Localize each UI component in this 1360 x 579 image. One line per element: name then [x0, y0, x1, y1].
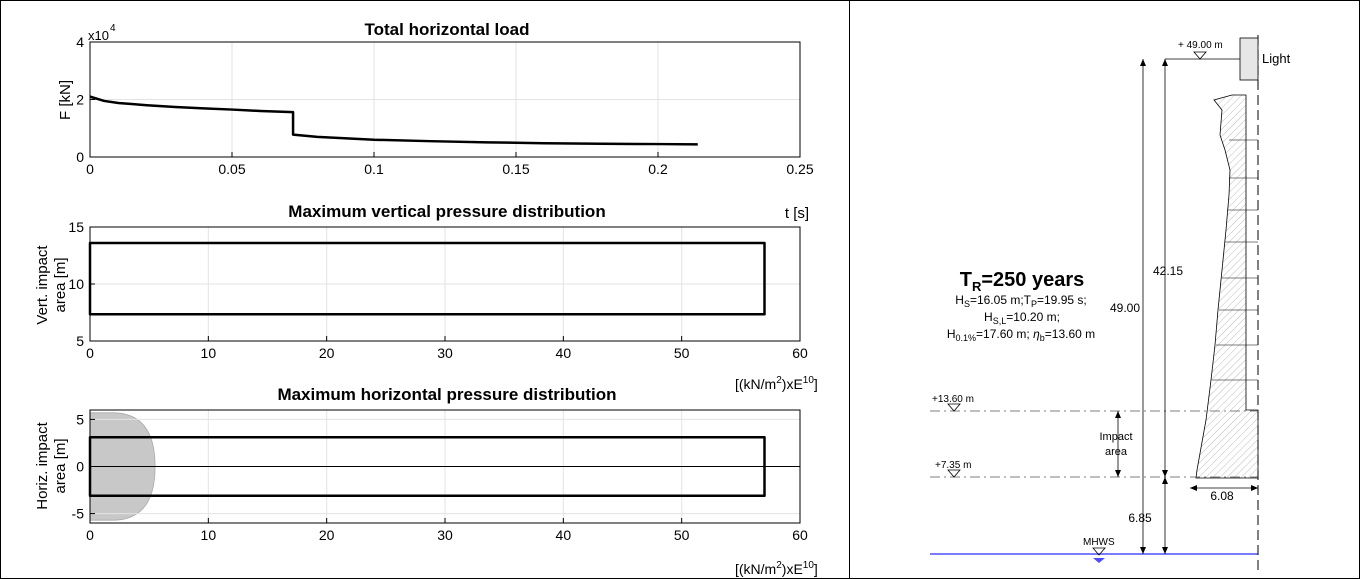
- param-line-h01-eta: H0.1%=17.60 m; ηb=13.60 m: [947, 327, 1095, 343]
- plot2-title: Maximum vertical pressure distribution: [288, 202, 605, 221]
- param-line-hsl: HS,L=10.20 m;: [984, 310, 1060, 326]
- lantern-box: [1239, 37, 1259, 81]
- lighthouse-section-diagram: MHWS Light + 49.00 m +13.60 m +7.35 m: [930, 35, 1291, 570]
- mhws-marker-icon: [1092, 547, 1106, 556]
- lighthouse-label: Light: [1262, 51, 1291, 66]
- tick-label-x: 0: [86, 527, 94, 543]
- mhws-label: MHWS: [1083, 537, 1115, 548]
- plot1-title: Total horizontal load: [365, 20, 530, 39]
- plot1-exponent-base: x10: [88, 28, 109, 43]
- dimension-arrows: [1115, 59, 1258, 554]
- tick-label-y: 10: [68, 276, 84, 292]
- tick-label-x: 60: [792, 345, 808, 361]
- dim-total-label: 49.00: [1110, 301, 1140, 315]
- tick-label-y: -5: [72, 506, 85, 522]
- plot3-ylabel-line2: area [m]: [52, 438, 69, 493]
- top-level-marker-icon: [1193, 51, 1207, 60]
- upper-level-marker-icon: [947, 403, 961, 412]
- tick-label-y: 5: [76, 411, 84, 427]
- tick-label-x: 0.15: [502, 161, 529, 177]
- tick-label-x: 40: [556, 527, 572, 543]
- tick-label-x: 0.1: [364, 161, 384, 177]
- tick-label-x: 10: [201, 345, 217, 361]
- plot1-exponent-power: 4: [110, 23, 116, 34]
- tower-course-lines: [1212, 139, 1258, 381]
- tick-label-y: 0: [76, 149, 84, 165]
- tick-label-x: 0: [86, 161, 94, 177]
- tick-label-y: 4: [76, 34, 84, 50]
- plot-horizontal-pressure: Maximum horizontal pressure distribution…: [34, 385, 818, 577]
- top-level-label: + 49.00 m: [1178, 40, 1223, 51]
- tick-label-x: 0.2: [648, 161, 668, 177]
- plot1-axes-box: [89, 41, 801, 158]
- tick-label-y: 15: [68, 219, 84, 235]
- lower-level-marker-icon: [947, 469, 961, 478]
- tick-label-x: 0.05: [218, 161, 245, 177]
- upper-level-label: +13.60 m: [932, 394, 974, 405]
- param-line-hs-tp: HS=16.05 m;TP=19.95 s;: [955, 293, 1086, 309]
- plot3-axes-box: [89, 409, 801, 524]
- tick-label-y: 5: [76, 333, 84, 349]
- tick-label-x: 0.25: [786, 161, 813, 177]
- return-period-heading: TR=250 years: [960, 269, 1085, 294]
- load-time-series-line: [89, 95, 698, 146]
- impact-area-label-2: area: [1105, 446, 1128, 458]
- plot3-unit: [(kN/m2)xE10]: [735, 560, 818, 577]
- dim-upper-label: 42.15: [1153, 264, 1183, 278]
- water-surface-icon: [1093, 558, 1105, 563]
- tick-label-x: 40: [556, 345, 572, 361]
- plot3-ylabel-line1: Horiz. impact: [34, 421, 51, 509]
- impact-area-label-1: Impact: [1099, 431, 1132, 443]
- plot2-ylabel-line2: area [m]: [52, 257, 69, 312]
- tick-label-x: 30: [437, 527, 453, 543]
- plot2-ylabel-line1: Vert. impact: [34, 245, 51, 325]
- plot1-xlabel: t [s]: [785, 205, 809, 222]
- tick-label-x: 50: [674, 345, 690, 361]
- plot2-unit: [(kN/m2)xE10]: [735, 375, 818, 392]
- tower-profile: [1195, 94, 1259, 479]
- tick-label-x: 50: [674, 527, 690, 543]
- tick-label-y: 2: [76, 92, 84, 108]
- dim-lower-label: 6.85: [1128, 511, 1152, 525]
- tick-label-x: 20: [319, 345, 335, 361]
- tick-label-x: 20: [319, 527, 335, 543]
- tick-label-x: 30: [437, 345, 453, 361]
- tick-label-y: 0: [76, 459, 84, 475]
- plot1-ylabel: F [kN]: [57, 80, 74, 120]
- plot3-title: Maximum horizontal pressure distribution: [277, 385, 616, 404]
- tick-label-x: 0: [86, 345, 94, 361]
- plot-total-horizontal-load: Total horizontal load x10 4 F [kN] t [s]…: [57, 20, 814, 222]
- lower-level-label: +7.35 m: [935, 460, 971, 471]
- dimension-lines: [1117, 59, 1258, 554]
- dim-base-label: 6.08: [1210, 489, 1234, 503]
- tick-label-x: 10: [201, 527, 217, 543]
- pressure-distribution-outline: [88, 241, 766, 316]
- plot2-axes-box: [89, 226, 801, 342]
- tick-label-x: 60: [792, 527, 808, 543]
- plot-vertical-pressure: Maximum vertical pressure distribution V…: [34, 202, 818, 392]
